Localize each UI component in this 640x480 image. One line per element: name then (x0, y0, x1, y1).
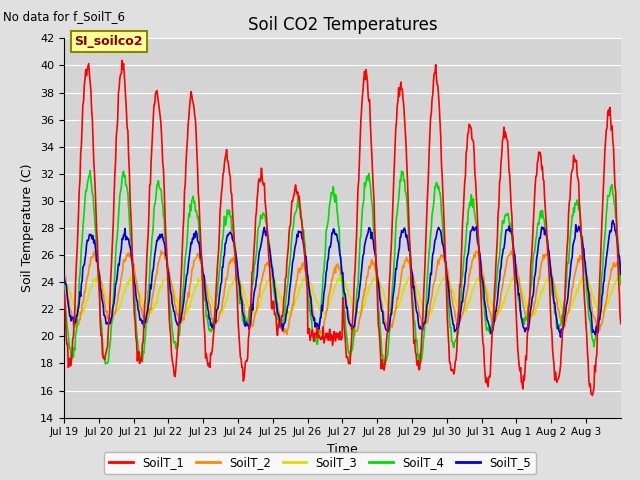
SoilT_3 (276, 295, 284, 301)
SoilT_1 (126, 196, 134, 202)
SoilT_2 (157, 248, 165, 253)
Line: SoilT_2: SoilT_2 (64, 251, 621, 336)
SoilT_3 (617, 276, 625, 282)
SoilT_3 (432, 293, 440, 299)
SoilT_2 (433, 267, 440, 273)
SoilT_5 (255, 249, 263, 255)
SoilT_5 (617, 271, 625, 277)
SoilT_1 (118, 58, 126, 63)
SoilT_5 (400, 227, 408, 232)
SoilT_4 (401, 189, 409, 194)
SoilT_1 (432, 62, 440, 68)
SoilT_1 (589, 393, 596, 398)
SoilT_4 (380, 362, 387, 368)
Title: Soil CO2 Temperatures: Soil CO2 Temperatures (248, 16, 437, 34)
SoilT_4 (256, 219, 264, 225)
X-axis label: Time: Time (327, 443, 358, 456)
SoilT_2 (617, 273, 625, 279)
SoilT_2 (60, 275, 68, 280)
SoilT_1 (617, 321, 625, 326)
SoilT_3 (125, 278, 133, 284)
Legend: SoilT_1, SoilT_2, SoilT_3, SoilT_4, SoilT_5: SoilT_1, SoilT_2, SoilT_3, SoilT_4, Soil… (104, 452, 536, 474)
SoilT_2 (277, 320, 285, 325)
SoilT_1 (228, 206, 236, 212)
SoilT_5 (60, 274, 68, 279)
SoilT_4 (433, 180, 440, 185)
SoilT_4 (126, 230, 134, 236)
Line: SoilT_1: SoilT_1 (64, 60, 621, 396)
SoilT_3 (60, 277, 68, 283)
SoilT_2 (401, 258, 409, 264)
Text: SI_soilco2: SI_soilco2 (74, 35, 143, 48)
SoilT_5 (609, 217, 617, 223)
SoilT_5 (125, 241, 133, 247)
Line: SoilT_3: SoilT_3 (64, 275, 621, 316)
Text: No data for f_SoilT_6: No data for f_SoilT_6 (3, 10, 125, 23)
SoilT_1 (277, 317, 285, 323)
SoilT_4 (228, 222, 236, 228)
SoilT_2 (256, 285, 264, 290)
SoilT_1 (401, 115, 408, 121)
SoilT_1 (60, 287, 68, 293)
SoilT_3 (527, 313, 535, 319)
SoilT_4 (617, 282, 625, 288)
SoilT_2 (351, 333, 358, 338)
Y-axis label: Soil Temperature (C): Soil Temperature (C) (22, 164, 35, 292)
SoilT_1 (256, 179, 264, 184)
SoilT_2 (228, 257, 236, 263)
SoilT_5 (557, 334, 564, 340)
SoilT_3 (255, 305, 263, 311)
SoilT_4 (86, 168, 94, 173)
SoilT_4 (277, 324, 285, 329)
SoilT_2 (125, 254, 133, 260)
Line: SoilT_4: SoilT_4 (64, 170, 621, 365)
SoilT_4 (60, 280, 68, 286)
SoilT_5 (276, 322, 284, 328)
Line: SoilT_5: SoilT_5 (64, 220, 621, 337)
SoilT_3 (401, 285, 408, 290)
SoilT_3 (228, 280, 236, 286)
SoilT_3 (337, 272, 344, 278)
SoilT_5 (228, 231, 236, 237)
SoilT_5 (431, 237, 439, 243)
